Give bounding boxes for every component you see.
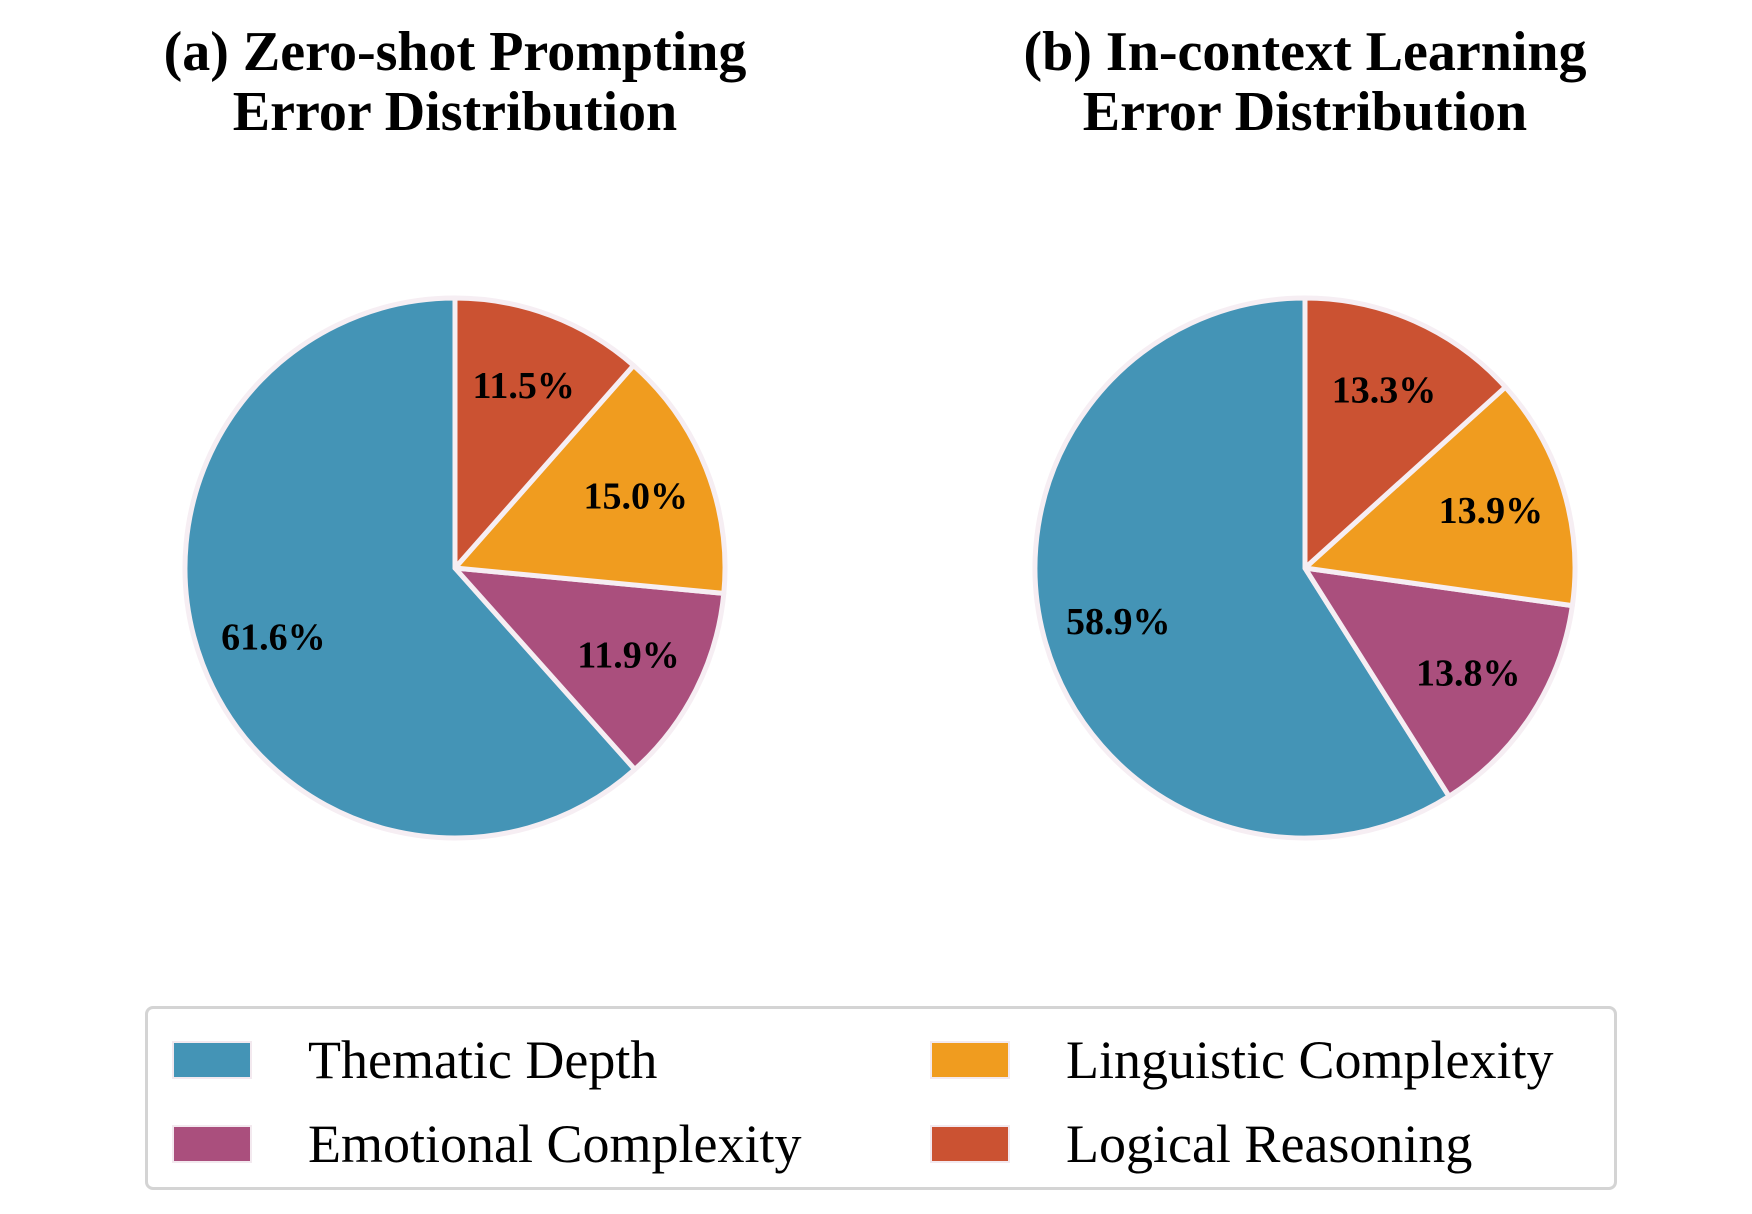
legend-swatch-linguistic-complexity (930, 1041, 1010, 1079)
pie-slice-linguistic-complexity (452, 362, 728, 596)
pie-slice-emotional-complexity (452, 565, 727, 772)
pie-label-emotional-complexity: 13.8% (1416, 653, 1521, 695)
legend-item-thematic-depth: Thematic Depth (172, 1030, 657, 1090)
pie-label-logical-reasoning: 11.5% (472, 365, 574, 407)
pie-label-linguistic-complexity: 15.0% (583, 475, 688, 517)
legend-item-logical-reasoning: Logical Reasoning (930, 1114, 1472, 1174)
pie-label-emotional-complexity: 11.9% (577, 635, 679, 677)
chart-a-title-line-1: (a) Zero-shot Prompting (164, 21, 747, 83)
legend-label-logical-reasoning: Logical Reasoning (1066, 1114, 1473, 1174)
legend: Thematic Depth Linguistic Complexity Emo… (145, 1006, 1617, 1190)
pie-slice-logical-reasoning (1302, 295, 1508, 571)
legend-item-emotional-complexity: Emotional Complexity (172, 1114, 801, 1174)
legend-swatch-thematic-depth (172, 1041, 252, 1079)
zero-shot-pie-chart: (a) Zero-shot Prompting Error Distributi… (164, 21, 747, 841)
pie-label-thematic-depth: 61.6% (221, 616, 326, 658)
pie-label-linguistic-complexity: 13.9% (1439, 490, 1544, 532)
pie-slice-logical-reasoning (452, 295, 637, 571)
legend-swatch-emotional-complexity (172, 1125, 252, 1163)
legend-label-linguistic-complexity: Linguistic Complexity (1066, 1030, 1554, 1090)
chart-b-title-line-2: Error Distribution (1083, 81, 1527, 143)
pie-slice-thematic-depth (182, 295, 638, 841)
chart-a-title-line-2: Error Distribution (233, 81, 677, 143)
pie-slice-emotional-complexity (1302, 565, 1575, 799)
pie-slice-linguistic-complexity (1302, 384, 1578, 609)
pie-slice-thematic-depth (1032, 295, 1452, 841)
chart-b-title-line-1: (b) In-context Learning (1023, 21, 1586, 83)
pie-label-thematic-depth: 58.9% (1066, 601, 1171, 643)
pie-label-logical-reasoning: 13.3% (1332, 369, 1437, 411)
in-context-pie-chart: (b) In-context Learning Error Distributi… (1023, 21, 1587, 841)
legend-swatch-logical-reasoning (930, 1125, 1010, 1163)
legend-label-thematic-depth: Thematic Depth (308, 1030, 658, 1090)
legend-item-linguistic-complexity: Linguistic Complexity (930, 1030, 1553, 1090)
legend-label-emotional-complexity: Emotional Complexity (308, 1114, 802, 1174)
